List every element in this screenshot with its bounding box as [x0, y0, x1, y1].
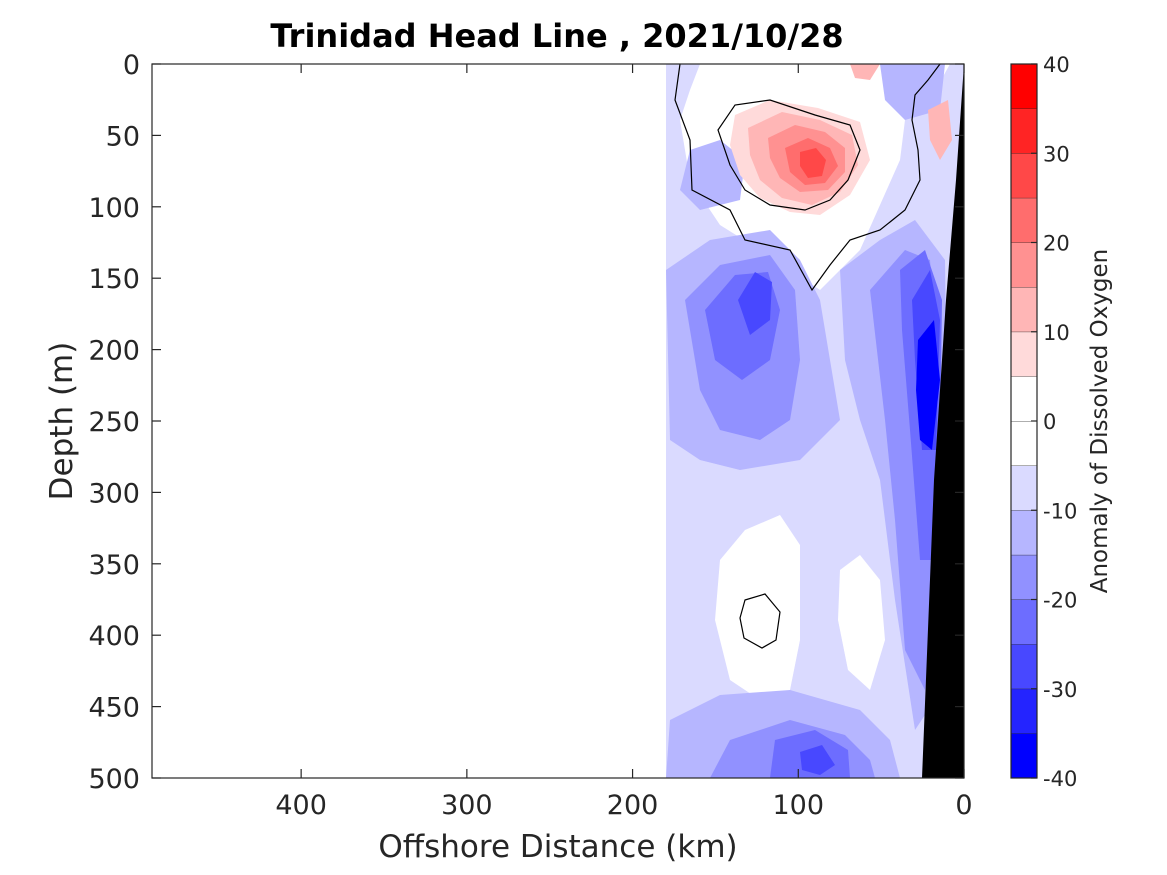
anomaly-band-plus25: [800, 148, 826, 178]
x-tick-label: 0: [955, 790, 972, 821]
colorbar-tick-label: 30: [1043, 142, 1070, 166]
anomaly-band-plus10-top: [850, 64, 880, 80]
colorbar-swatch: [1011, 733, 1037, 778]
chart-title: Trinidad Head Line , 2021/10/28: [270, 17, 843, 55]
colorbar-swatch: [1011, 376, 1037, 421]
colorbar-swatch: [1011, 108, 1037, 154]
anomaly-band-minus35: [916, 320, 940, 450]
colorbar-tick-label: 40: [1043, 53, 1070, 77]
y-tick-label: 150: [88, 264, 140, 295]
colorbar-swatch: [1011, 421, 1037, 466]
colorbar-swatch: [1011, 287, 1037, 332]
bathymetry-shelf: [922, 64, 964, 778]
zero-contour-lens: [717, 99, 861, 211]
colorbar-swatch: [1011, 644, 1037, 689]
zero-contour-upper: [674, 64, 941, 292]
x-tick-label: 400: [275, 790, 327, 821]
colorbar-swatch: [1011, 510, 1037, 555]
colorbar-tick-label: -40: [1043, 767, 1077, 791]
y-tick-label: 50: [106, 121, 140, 152]
anomaly-band-0-deep2: [838, 555, 885, 690]
colorbar-swatch: [1011, 465, 1037, 511]
y-axis-label: Depth (m): [44, 342, 80, 501]
x-tick-label: 300: [441, 790, 493, 821]
y-tick-label: 300: [88, 478, 140, 509]
colorbar-tick-label: 0: [1043, 410, 1056, 434]
colorbar-tick-label: -20: [1043, 589, 1077, 613]
colorbar-swatch: [1011, 153, 1037, 198]
colorbar-label: Anomaly of Dissolved Oxygen: [1087, 249, 1113, 594]
y-tick-label: 250: [88, 407, 140, 438]
anomaly-band-minus30: [738, 272, 772, 335]
anomaly-band-minus30-deep: [800, 745, 835, 775]
x-axis-label: Offshore Distance (km): [378, 829, 737, 865]
colorbar-swatch: [1011, 197, 1037, 243]
colorbar-swatch: [1011, 242, 1037, 288]
y-tick-label: 400: [88, 621, 140, 652]
colorbar-tick-label: 10: [1043, 321, 1070, 345]
colorbar-swatch: [1011, 688, 1037, 734]
anomaly-field: [666, 64, 964, 778]
x-tick-label: 200: [607, 790, 659, 821]
y-tick-label: 350: [88, 550, 140, 581]
x-axis: 400 300 200 100 0: [275, 64, 973, 821]
colorbar-swatch: [1011, 599, 1037, 645]
y-axis: 0 50 100 150 200 250 300 350 400 450 500: [88, 50, 964, 795]
colorbar: 40 30 20 10 0 -10 -20 -30 -40: [1010, 53, 1077, 791]
y-tick-label: 0: [123, 50, 140, 81]
y-tick-label: 200: [88, 336, 140, 367]
x-tick-label: 100: [773, 790, 825, 821]
colorbar-tick-label: -10: [1043, 499, 1077, 523]
zero-contour-deep: [739, 593, 781, 649]
anomaly-band-0-deep: [715, 515, 800, 700]
colorbar-swatch: [1011, 331, 1037, 377]
colorbar-swatch: [1011, 554, 1037, 600]
anomaly-field-contours: [666, 64, 964, 778]
anomaly-band-minus15-top: [880, 64, 945, 120]
y-tick-label: 500: [88, 764, 140, 795]
colorbar-tick-label: -30: [1043, 678, 1077, 702]
colorbar-swatch: [1011, 64, 1037, 109]
colorbar-tick-label: 20: [1043, 232, 1070, 256]
y-tick-label: 450: [88, 693, 140, 724]
y-tick-label: 100: [88, 193, 140, 224]
anomaly-band-plus10-coast: [928, 100, 952, 160]
